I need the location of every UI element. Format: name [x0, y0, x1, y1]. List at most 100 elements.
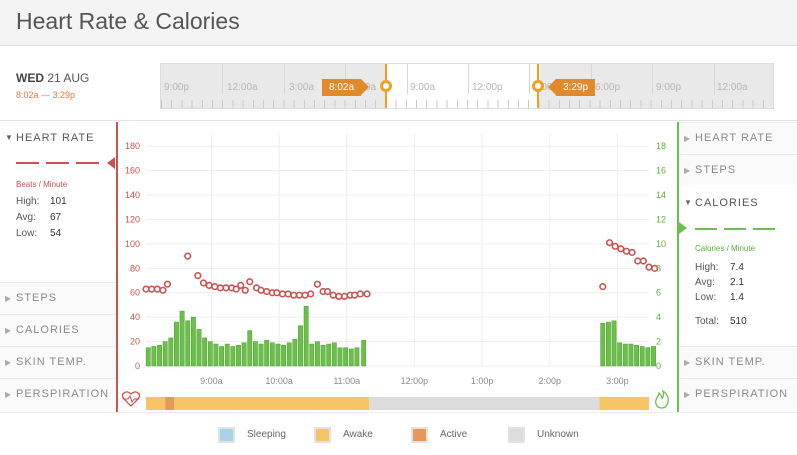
- calories-bar: [269, 342, 275, 367]
- calories-bar: [219, 346, 224, 367]
- sidebar-item-calories[interactable]: ▶ CALORIES: [0, 314, 116, 345]
- heart-rate-point: [163, 280, 172, 288]
- sidebar-item-skin-temp[interactable]: ▶ SKIN TEMP.: [679, 346, 797, 377]
- heart-rate-point: [611, 242, 619, 250]
- y-right-tick-label: 2: [656, 337, 661, 347]
- calories-bar: [224, 343, 230, 367]
- x-tick-label: 1:00p: [471, 376, 494, 386]
- y-left-tick-label: 80: [130, 263, 140, 273]
- heart-rate-point: [351, 291, 359, 299]
- heart-rate-point: [295, 291, 303, 299]
- calories-bar: [174, 321, 179, 367]
- activity-segment: [146, 397, 166, 410]
- calories-bar: [617, 342, 623, 367]
- calories-bar: [281, 344, 286, 367]
- y-left-tick-label: 60: [130, 288, 140, 298]
- caret-right-icon: ▶: [5, 390, 13, 399]
- heart-rate-point: [257, 286, 265, 294]
- calories-bar: [275, 343, 281, 367]
- calories-dash: [695, 228, 717, 230]
- heart-rate-dash: [76, 162, 99, 164]
- calories-bar: [145, 347, 151, 367]
- start-time-tag[interactable]: 8:02a: [322, 79, 370, 96]
- timeline-label: 9:00p: [656, 82, 682, 93]
- calories-title[interactable]: CALORIES: [695, 197, 759, 209]
- calories-bar: [309, 343, 315, 367]
- x-tick-label: 12:00p: [401, 376, 429, 386]
- caret-right-icon: ▶: [684, 358, 692, 367]
- calories-bar: [168, 337, 174, 367]
- caret-right-icon: ▶: [5, 294, 13, 303]
- heart-rate-point: [329, 291, 337, 299]
- timeline-divider: [714, 64, 715, 94]
- calories-bar: [286, 342, 292, 367]
- timeline-end-handle[interactable]: [532, 80, 544, 92]
- activity-segment: [174, 397, 370, 410]
- y-right-tick-label: 14: [656, 190, 666, 200]
- sidebar-item-perspiration[interactable]: ▶ PERSPIRATION: [0, 378, 116, 409]
- caret-right-icon: ▶: [5, 358, 13, 367]
- heart-rate-pointer-icon: [107, 157, 115, 169]
- heart-rate-point: [263, 287, 271, 296]
- calories-bar: [326, 343, 332, 367]
- legend-swatch: [411, 427, 428, 443]
- heart-rate-point: [216, 284, 225, 292]
- calories-bar: [230, 346, 236, 367]
- calories-bar: [361, 340, 367, 367]
- heart-rate-point: [142, 285, 150, 293]
- selected-date-value: 21 AUG: [47, 71, 90, 85]
- flame-icon: [655, 389, 669, 409]
- legend-swatch: [508, 427, 525, 443]
- heart-rate-point: [651, 264, 659, 272]
- calories-bar: [213, 343, 219, 367]
- calories-bar: [236, 344, 241, 367]
- calories-bar: [190, 316, 196, 367]
- x-tick-label: 2:00p: [538, 376, 561, 386]
- timeline-divider: [468, 64, 469, 94]
- sidebar-item-perspiration[interactable]: ▶ PERSPIRATION: [679, 378, 797, 409]
- x-tick-label: 9:00a: [200, 376, 223, 386]
- calories-unit: Calories / Minute: [695, 244, 756, 253]
- timeline-label: 12:00p: [472, 82, 503, 93]
- end-time-tag[interactable]: 3:29p: [547, 79, 596, 96]
- y-right-tick-label: 4: [656, 312, 661, 322]
- heart-rate-point: [273, 289, 281, 297]
- calories-bar: [343, 347, 349, 367]
- sidebar-item-skin-temp[interactable]: ▶ SKIN TEMP.: [0, 346, 116, 377]
- sidebar-item-heart-rate[interactable]: ▶ HEART RATE: [679, 122, 797, 153]
- sidebar-item-steps[interactable]: ▶ STEPS: [679, 154, 797, 185]
- calories-high: 7.4: [730, 262, 744, 273]
- legend-label: Active: [440, 429, 468, 440]
- heart-rate-high: 101: [50, 196, 67, 207]
- y-right-tick-label: 16: [656, 166, 666, 176]
- heart-rate-point: [639, 257, 647, 265]
- heart-rate-point: [194, 272, 202, 280]
- calories-pointer-icon: [679, 222, 687, 234]
- heart-rate-point: [290, 291, 298, 299]
- heart-icon: [121, 391, 141, 407]
- x-tick-label: 10:00a: [265, 376, 293, 386]
- timeline-start-handle[interactable]: [380, 80, 392, 92]
- heart-rate-title[interactable]: HEART RATE: [16, 132, 95, 144]
- heart-rate-point: [599, 283, 607, 291]
- heart-rate-point: [645, 263, 653, 271]
- heart-rate-point: [199, 279, 208, 287]
- heart-rate-point: [605, 239, 614, 247]
- heart-rate-high-label: High:: [16, 196, 40, 207]
- calories-bar: [303, 305, 309, 367]
- heart-rate-point: [241, 286, 249, 294]
- y-right-tick-label: 0: [656, 361, 661, 371]
- sidebar-item-steps[interactable]: ▶ STEPS: [0, 282, 116, 313]
- calories-bar: [634, 344, 639, 367]
- sidebar-item-label: SKIN TEMP.: [695, 356, 766, 368]
- chart-svg[interactable]: 0 20 40 60 80 100 120 140 160 180 0 2 4 6 8 10 12 14 16 18…: [116, 122, 679, 412]
- timeline-label: 9:00a: [410, 82, 436, 93]
- heart-rate-point: [622, 247, 631, 255]
- calories-low: 1.4: [730, 292, 744, 303]
- y-left-tick-label: 100: [125, 239, 140, 249]
- calories-dash: [724, 228, 746, 230]
- heart-rate-calories-chart[interactable]: 0 20 40 60 80 100 120 140 160 180 0 2 4 6 8 10 12 14 16 18…: [116, 122, 679, 412]
- heart-rate-point: [335, 292, 343, 300]
- caret-right-icon: ▶: [684, 390, 692, 399]
- timeline-scrubber[interactable]: 9:00p 12:00a 3:00a 6:00a 9:00a 12:00p 3:…: [160, 63, 774, 109]
